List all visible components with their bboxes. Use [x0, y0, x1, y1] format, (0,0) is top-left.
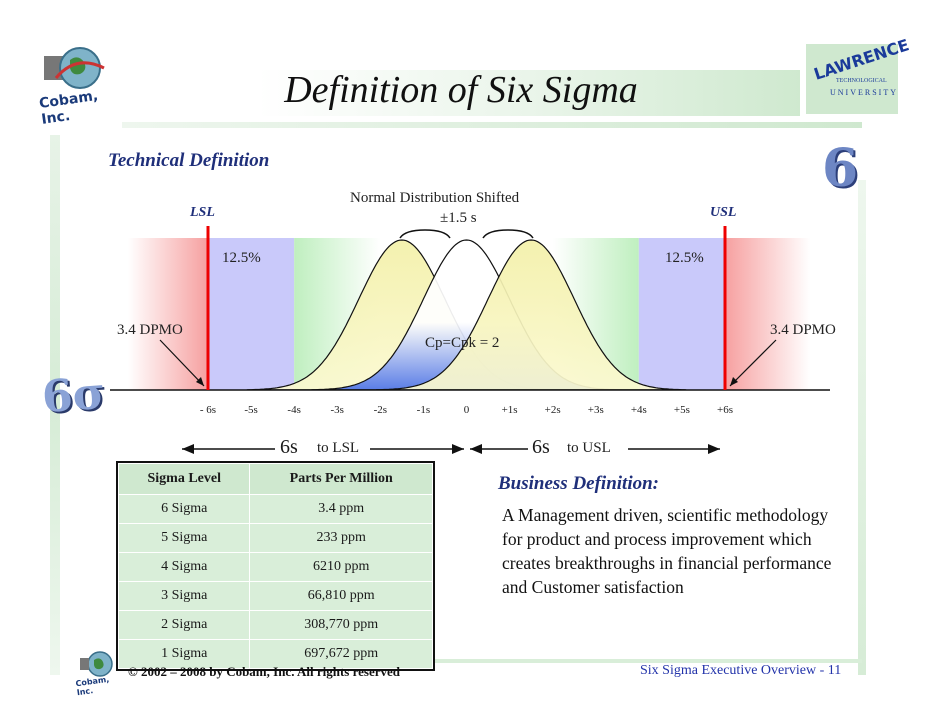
range-right-arrowhead-b — [708, 444, 720, 454]
cobam-logo: Cobam, Inc. — [36, 38, 126, 128]
table-cell: 1 Sigma — [117, 639, 251, 669]
chart-title-line1: Normal Distribution Shifted — [350, 190, 520, 206]
left-rule — [50, 135, 60, 675]
table-cell: 233 ppm — [249, 523, 433, 553]
right-rule — [858, 180, 866, 675]
table-cell: 5 Sigma — [117, 523, 251, 553]
table-cell: 66,810 ppm — [249, 581, 433, 611]
table-cell: 3 Sigma — [117, 581, 251, 611]
small-globe-icon — [80, 651, 113, 677]
pct-left: 12.5% — [222, 250, 261, 266]
tick-label: -4s — [287, 404, 301, 416]
tick-label: +5s — [673, 404, 690, 416]
chart-background-bands — [128, 238, 810, 390]
table-cell: 6 Sigma — [117, 494, 251, 524]
tick-label: +4s — [630, 404, 647, 416]
bottom-rule — [122, 659, 862, 663]
tick-label: -2s — [373, 404, 388, 416]
copyright: © 2002 – 2008 by Cobam, Inc. All rights … — [128, 664, 400, 679]
tick-label: -1s — [416, 404, 431, 416]
page-footer: Six Sigma Executive Overview - 11 — [640, 663, 842, 678]
table-cell: 4 Sigma — [117, 552, 251, 582]
pct-right: 12.5% — [665, 250, 704, 266]
table-cell: 697,672 ppm — [249, 639, 433, 669]
dpmo-left: 3.4 DPMO — [117, 322, 183, 338]
tick-label: -3s — [330, 404, 344, 416]
dpmo-left-arrowhead — [196, 377, 204, 386]
table-cell: 2 Sigma — [117, 610, 251, 640]
range-left-arrowhead-a — [182, 444, 194, 454]
table-row: 3 Sigma 66,810 ppm — [117, 581, 433, 611]
tick-label: +1s — [501, 404, 518, 416]
title-band — [122, 70, 800, 116]
table-cell: 308,770 ppm — [249, 610, 433, 640]
range-left-small: to LSL — [317, 440, 360, 456]
cp-cpk-label: Cp=Cpk = 2 — [425, 335, 500, 351]
table-row: 2 Sigma 308,770 ppm — [117, 610, 433, 640]
range-right-arrowhead-a — [470, 444, 482, 454]
business-definition-text: A Management driven, scientific methodol… — [502, 505, 832, 597]
range-right-small: to USL — [567, 440, 611, 456]
chart-marks — [110, 226, 830, 454]
tick-label: +3s — [587, 404, 604, 416]
range-left-big: 6s — [280, 436, 298, 458]
curve-shift-right — [375, 239, 687, 391]
band-red-right — [725, 238, 810, 390]
tick-label: +2s — [544, 404, 561, 416]
band-red-left — [128, 238, 208, 390]
big-six: 6 — [822, 138, 859, 199]
title-rule — [122, 122, 862, 128]
dpmo-right-arrowhead — [730, 377, 738, 386]
usl-label: USL — [710, 205, 737, 220]
table-row: 5 Sigma 233 ppm — [117, 523, 433, 553]
table-row: 4 Sigma 6210 ppm — [117, 552, 433, 582]
lawrence-logo: LAWRENCE TECHNOLOGICAL UNIVERSITY — [806, 35, 911, 114]
table-header-sigma: Sigma Level — [117, 463, 251, 495]
tick-label: +6s — [717, 404, 733, 416]
technical-definition-heading: Technical Definition — [108, 150, 270, 171]
page-title: Definition of Six Sigma — [284, 69, 638, 111]
shift-bracket-right — [482, 229, 534, 239]
dpmo-left-arrow — [159, 339, 205, 387]
tick-label: -5s — [244, 404, 258, 416]
chart-curves — [246, 239, 687, 391]
tick-label: - 6s — [199, 404, 217, 416]
range-right-big: 6s — [532, 436, 550, 458]
tick-label: 0 — [463, 404, 470, 416]
chart-title-line2: ±1.5 s — [440, 210, 477, 226]
lawrence-logo-bottom: UNIVERSITY — [830, 88, 898, 97]
lawrence-logo-mid: TECHNOLOGICAL — [836, 78, 887, 84]
table-cell: 3.4 ppm — [249, 494, 433, 524]
table-header-ppm: Parts Per Million — [249, 463, 433, 495]
dpmo-right-arrow — [729, 339, 777, 387]
globe-icon — [44, 47, 105, 89]
dpmo-right: 3.4 DPMO — [770, 322, 836, 338]
band-blue-right — [638, 238, 725, 390]
table-row: 1 Sigma 697,672 ppm — [117, 639, 433, 669]
shift-bracket-left — [399, 229, 451, 239]
band-blue-left — [208, 238, 295, 390]
table-row: 6 Sigma 3.4 ppm — [117, 494, 433, 524]
range-left-arrowhead-b — [452, 444, 464, 454]
small-cobam-logo: Cobam, Inc. — [75, 648, 124, 697]
lsl-label: LSL — [190, 205, 215, 220]
table-cell: 6210 ppm — [249, 552, 433, 582]
business-definition-heading: Business Definition: — [498, 473, 660, 494]
sigma-ppm-table: Sigma Level Parts Per Million 6 Sigma 3.4… — [116, 461, 435, 671]
